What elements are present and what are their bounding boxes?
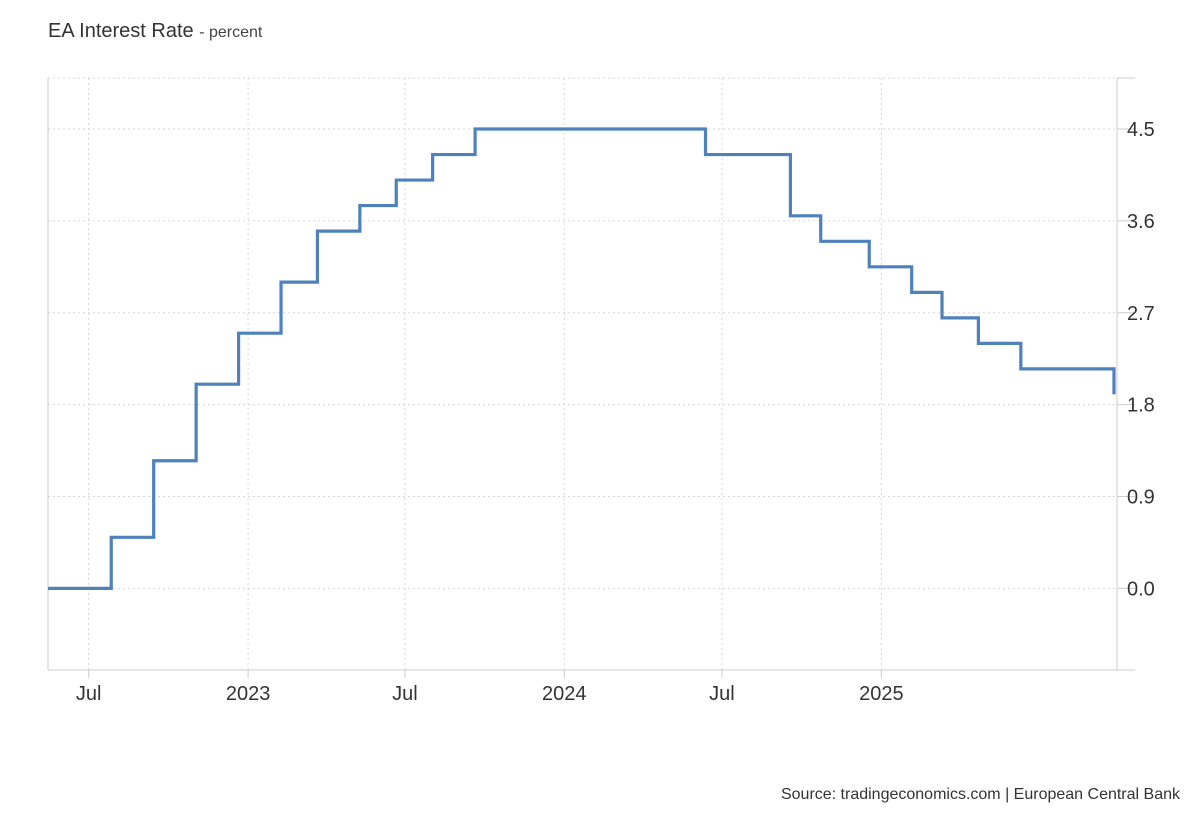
x-tick-label: 2025 <box>859 683 904 705</box>
label-layer: 0.0 0.9 1.8 2.7 3.6 4.5 Jul 2023 Jul 2024 Jul 2025 <box>76 119 1155 705</box>
series-line-interest-rate <box>48 127 1116 590</box>
y-tick-label: 4.5 <box>1127 119 1155 141</box>
y-tick-label: 0.9 <box>1127 486 1155 508</box>
y-tick-label: 2.7 <box>1127 303 1155 325</box>
x-tick-label: 2023 <box>226 683 271 705</box>
axis-layer <box>47 77 1135 678</box>
y-tick-label: 3.6 <box>1127 211 1155 233</box>
x-tick-label: Jul <box>392 683 418 705</box>
chart-subtitle: - percent <box>199 24 263 41</box>
chart-title: EA Interest Rate - percent <box>48 20 262 43</box>
x-tick-label: 2024 <box>542 683 587 705</box>
x-tick-label: Jul <box>76 683 102 705</box>
y-tick-label: 1.8 <box>1127 395 1155 417</box>
chart-title-text: EA Interest Rate <box>48 20 194 42</box>
y-tick-label: 0.0 <box>1127 578 1155 600</box>
x-tick-label: Jul <box>709 683 735 705</box>
source-note: Source: tradingeconomics.com | European … <box>780 786 1180 803</box>
series-layer <box>48 127 1116 590</box>
grid-layer <box>48 77 1117 670</box>
